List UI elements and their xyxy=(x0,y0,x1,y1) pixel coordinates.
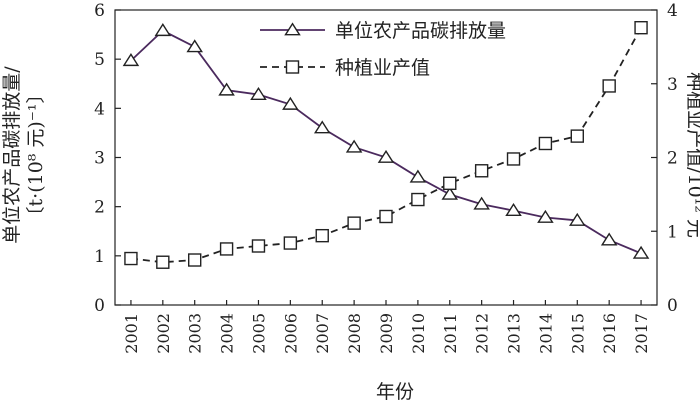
right-axis-title: 种植业产值/10¹² 元 xyxy=(684,72,700,238)
x-tick-label: 2002 xyxy=(154,313,173,354)
series-layer xyxy=(122,21,650,269)
x-tick-label: 2017 xyxy=(632,313,651,354)
left-tick-label: 5 xyxy=(94,50,105,70)
x-tick-label: 2008 xyxy=(345,313,364,354)
left-tick-label: 1 xyxy=(94,247,105,267)
legend-label-2: 种植业产值 xyxy=(335,57,430,79)
right-tick-label: 3 xyxy=(667,75,678,95)
series-2-point xyxy=(538,136,553,151)
x-tick-label: 2010 xyxy=(409,313,428,354)
series-2-point xyxy=(634,21,648,35)
series-2-point xyxy=(411,192,425,207)
right-axis-title-text: 种植业产值/10¹² 元 xyxy=(684,72,700,238)
x-axis-ticks: 2001 2002 2003 2004 2005 2006 2007 2008 2009 2010… xyxy=(122,300,651,354)
series-1-point xyxy=(600,232,618,246)
series-1-point xyxy=(186,39,203,53)
right-tick-label: 4 xyxy=(667,1,678,21)
right-axis-ticks: 0 1 2 3 4 xyxy=(651,1,678,316)
series-2-point xyxy=(156,255,170,269)
series-2-point xyxy=(379,209,393,224)
series-2-point xyxy=(283,236,298,250)
right-tick-label: 2 xyxy=(667,149,678,169)
series-1-point xyxy=(537,209,554,223)
left-tick-label: 3 xyxy=(94,149,105,169)
left-tick-label: 0 xyxy=(94,296,105,316)
x-axis-title: 年份 xyxy=(376,381,414,403)
x-tick-label: 2007 xyxy=(313,313,332,354)
left-axis-title-line2: 〔t·(10⁸ 元)⁻¹〕 xyxy=(25,85,47,226)
x-tick-label: 2004 xyxy=(218,313,237,354)
x-tick-label: 2005 xyxy=(249,313,268,354)
left-axis-ticks: 0 1 2 3 4 5 6 xyxy=(94,1,121,316)
x-tick-label: 2014 xyxy=(536,313,555,354)
legend-marker-1 xyxy=(284,22,301,36)
series-1-point xyxy=(409,169,427,183)
series-1-point xyxy=(377,149,395,163)
legend-label-1: 单位农产品碳排放量 xyxy=(335,20,506,42)
series-2-point xyxy=(124,251,138,266)
series-2-point xyxy=(251,239,266,253)
series-1-point xyxy=(154,23,172,37)
series-1 xyxy=(122,23,650,259)
series-2-point xyxy=(347,216,361,230)
x-tick-label: 2015 xyxy=(568,313,587,354)
series-2-point xyxy=(315,228,329,243)
right-tick-label: 1 xyxy=(667,222,678,242)
left-tick-label: 6 xyxy=(94,1,105,21)
left-axis-title: 单位农产品碳排放量/ 〔t·(10⁸ 元)⁻¹〕 xyxy=(1,66,47,244)
series-1-point xyxy=(313,120,331,134)
series-1-point xyxy=(632,245,650,259)
left-axis-title-line1: 单位农产品碳排放量/ xyxy=(1,66,23,244)
series-1-point xyxy=(218,82,235,96)
series-1-point xyxy=(250,86,267,100)
series-2-line xyxy=(130,27,642,264)
series-2-point xyxy=(506,152,521,166)
series-1-point xyxy=(282,96,299,110)
series-1-point xyxy=(569,212,586,226)
series-2-point xyxy=(443,176,457,191)
x-tick-label: 2016 xyxy=(600,313,619,354)
series-1-point xyxy=(473,196,490,210)
series-2 xyxy=(124,21,648,269)
legend-marker-2 xyxy=(285,60,300,74)
x-tick-label: 2012 xyxy=(473,313,492,354)
x-tick-label: 2009 xyxy=(377,313,396,354)
series-2-point xyxy=(570,129,584,143)
x-tick-label: 2003 xyxy=(186,313,205,354)
x-tick-label: 2013 xyxy=(505,313,524,354)
series-1-point xyxy=(441,186,459,200)
series-1-point xyxy=(122,53,140,67)
series-1-point xyxy=(505,202,522,217)
x-tick-label: 2006 xyxy=(281,313,300,354)
series-2-point xyxy=(474,164,489,178)
series-2-point xyxy=(602,79,616,93)
series-2-point xyxy=(219,242,234,256)
left-tick-label: 2 xyxy=(94,198,105,218)
x-tick-label: 2001 xyxy=(122,313,141,354)
series-1-point xyxy=(345,139,363,153)
right-tick-label: 0 xyxy=(667,296,678,316)
x-tick-label: 2011 xyxy=(441,313,460,354)
left-tick-label: 4 xyxy=(94,99,105,119)
series-2-point xyxy=(188,253,202,267)
